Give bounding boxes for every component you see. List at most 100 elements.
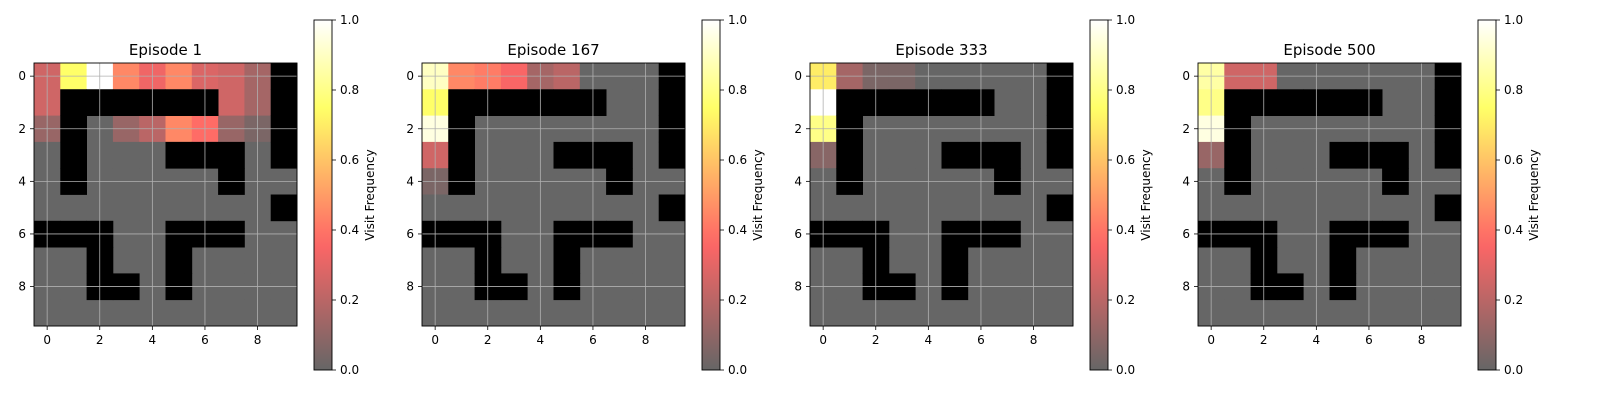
heat-cell (218, 89, 245, 116)
heat-cell (270, 247, 298, 274)
x-tick-label: 2 (872, 333, 880, 347)
colorbar-tick-label: 0.6 (1504, 153, 1523, 167)
x-tick-label: 6 (977, 333, 985, 347)
heat-cell (60, 247, 87, 274)
colorbar-tick-label: 1.0 (1504, 13, 1523, 27)
y-tick-label: 8 (794, 280, 802, 294)
wall-cell (1329, 247, 1357, 274)
wall-cell (1046, 194, 1074, 222)
colorbar-tick-label: 1.0 (1116, 13, 1135, 27)
y-tick-label: 8 (18, 280, 26, 294)
heat-cell (553, 299, 581, 327)
heat-cell (1046, 247, 1074, 274)
colorbar-tick-label: 0.4 (1116, 223, 1135, 237)
heat-cell (941, 299, 969, 327)
wall-cell (1276, 89, 1304, 116)
wall-cell (1224, 89, 1251, 116)
y-tick-label: 0 (18, 69, 26, 83)
colorbar-tick-label: 0.0 (1116, 363, 1135, 377)
x-tick-label: 0 (431, 333, 439, 347)
heat-cell (1382, 194, 1409, 222)
heat-cell (500, 141, 528, 169)
wall-cell (448, 89, 475, 116)
wall-cell (658, 141, 686, 169)
axes-frame (421, 62, 686, 327)
y-tick-label: 0 (406, 69, 414, 83)
y-tick-label: 0 (1182, 69, 1190, 83)
colorbar (1477, 19, 1497, 371)
heat-cell (994, 194, 1021, 222)
heat-cell (1329, 194, 1357, 222)
wall-cell (836, 89, 863, 116)
x-tick-label: 2 (1260, 333, 1268, 347)
heat-cell (1276, 194, 1304, 222)
heat-cell (836, 299, 863, 327)
x-tick-label: 4 (537, 333, 545, 347)
y-tick-label: 6 (406, 227, 414, 241)
wall-cell (270, 89, 298, 116)
x-tick-label: 0 (1207, 333, 1215, 347)
x-tick-label: 6 (589, 333, 597, 347)
heat-cell (1382, 247, 1409, 274)
colorbar (1089, 19, 1109, 371)
colorbar (313, 19, 333, 371)
colorbar-tick-label: 0.2 (1504, 293, 1523, 307)
heat-cell (60, 299, 87, 327)
wall-cell (1434, 89, 1462, 116)
heat-cell (1382, 299, 1409, 327)
x-tick-label: 2 (484, 333, 492, 347)
heat-cell (448, 247, 475, 274)
heat-cell (218, 194, 245, 222)
colorbar-label: Visit Frequency (1527, 149, 1541, 240)
wall-cell (60, 89, 87, 116)
heat-cell (165, 194, 193, 222)
heat-cell (606, 247, 633, 274)
heat-cell (112, 194, 140, 222)
x-tick-label: 4 (149, 333, 157, 347)
wall-cell (1224, 141, 1251, 169)
wall-cell (836, 141, 863, 169)
heat-cell (218, 247, 245, 274)
y-tick-label: 2 (794, 122, 802, 136)
heat-cell (112, 299, 140, 327)
y-tick-label: 6 (1182, 227, 1190, 241)
wall-cell (112, 89, 140, 116)
heat-cell (500, 247, 528, 274)
wall-cell (658, 89, 686, 116)
colorbar-tick-label: 0.4 (1504, 223, 1523, 237)
wall-cell (941, 141, 969, 169)
panel-title: Episode 500 (1283, 41, 1375, 59)
heat-cell (994, 299, 1021, 327)
heat-cell (112, 141, 140, 169)
heat-cell (836, 247, 863, 274)
wall-cell (553, 141, 581, 169)
wall-cell (165, 89, 193, 116)
colorbar-label: Visit Frequency (751, 149, 765, 240)
panel-title: Episode 333 (895, 41, 987, 59)
y-tick-label: 2 (406, 122, 414, 136)
colorbar-tick-label: 0.0 (1504, 363, 1523, 377)
wall-cell (1046, 141, 1074, 169)
y-tick-label: 4 (794, 174, 802, 188)
y-tick-label: 6 (794, 227, 802, 241)
x-tick-label: 8 (642, 333, 650, 347)
y-tick-label: 4 (18, 174, 26, 188)
heat-cell (1382, 89, 1409, 116)
colorbar-tick-label: 0.2 (340, 293, 359, 307)
wall-cell (941, 247, 969, 274)
colorbar-tick-label: 0.6 (1116, 153, 1135, 167)
colorbar-tick-label: 1.0 (340, 13, 359, 27)
wall-cell (500, 89, 528, 116)
wall-cell (1046, 89, 1074, 116)
axes-frame (1197, 62, 1462, 327)
heat-cell (888, 141, 916, 169)
panel-title: Episode 167 (507, 41, 599, 59)
heat-cell (1224, 194, 1251, 222)
y-tick-label: 0 (794, 69, 802, 83)
heat-cell (553, 194, 581, 222)
wall-cell (553, 247, 581, 274)
heat-cell (1276, 247, 1304, 274)
heat-cell (1276, 141, 1304, 169)
x-tick-label: 6 (201, 333, 209, 347)
